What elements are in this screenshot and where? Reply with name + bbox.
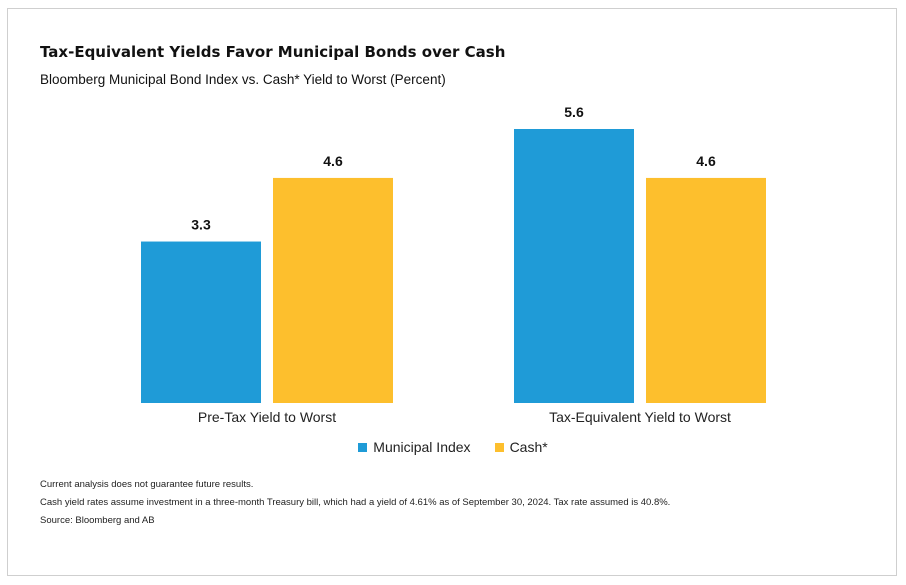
category-label-1: Tax-Equivalent Yield to Worst bbox=[549, 409, 731, 425]
bar-municipal-1 bbox=[514, 129, 634, 403]
bar-cash-0 bbox=[273, 177, 393, 403]
chart-title: Tax-Equivalent Yields Favor Municipal Bo… bbox=[40, 43, 506, 61]
data-label-municipal-0: 3.3 bbox=[191, 217, 211, 233]
legend-label-cash: Cash* bbox=[509, 439, 548, 455]
footnotes: Current analysis does not guarantee futu… bbox=[40, 476, 670, 530]
data-label-cash-0: 4.6 bbox=[323, 153, 343, 169]
bar-municipal-0 bbox=[141, 241, 261, 403]
data-label-cash-1: 4.6 bbox=[696, 153, 716, 169]
legend-item-municipal: Municipal Index bbox=[358, 439, 471, 455]
legend-swatch-municipal bbox=[358, 442, 368, 452]
data-label-municipal-1: 5.6 bbox=[564, 104, 584, 120]
footnote-disclaimer: Current analysis does not guarantee futu… bbox=[40, 479, 254, 490]
category-label-0: Pre-Tax Yield to Worst bbox=[198, 409, 336, 425]
legend: Municipal Index Cash* bbox=[0, 439, 906, 455]
chart-subtitle: Bloomberg Municipal Bond Index vs. Cash*… bbox=[40, 72, 446, 87]
footnote-cash-assumption: Cash yield rates assume investment in a … bbox=[40, 497, 671, 508]
legend-swatch-cash bbox=[494, 442, 504, 452]
legend-label-municipal: Municipal Index bbox=[373, 439, 471, 455]
footnote-source: Source: Bloomberg and AB bbox=[40, 515, 155, 526]
bar-cash-1 bbox=[646, 177, 766, 403]
legend-item-cash: Cash* bbox=[494, 439, 548, 455]
